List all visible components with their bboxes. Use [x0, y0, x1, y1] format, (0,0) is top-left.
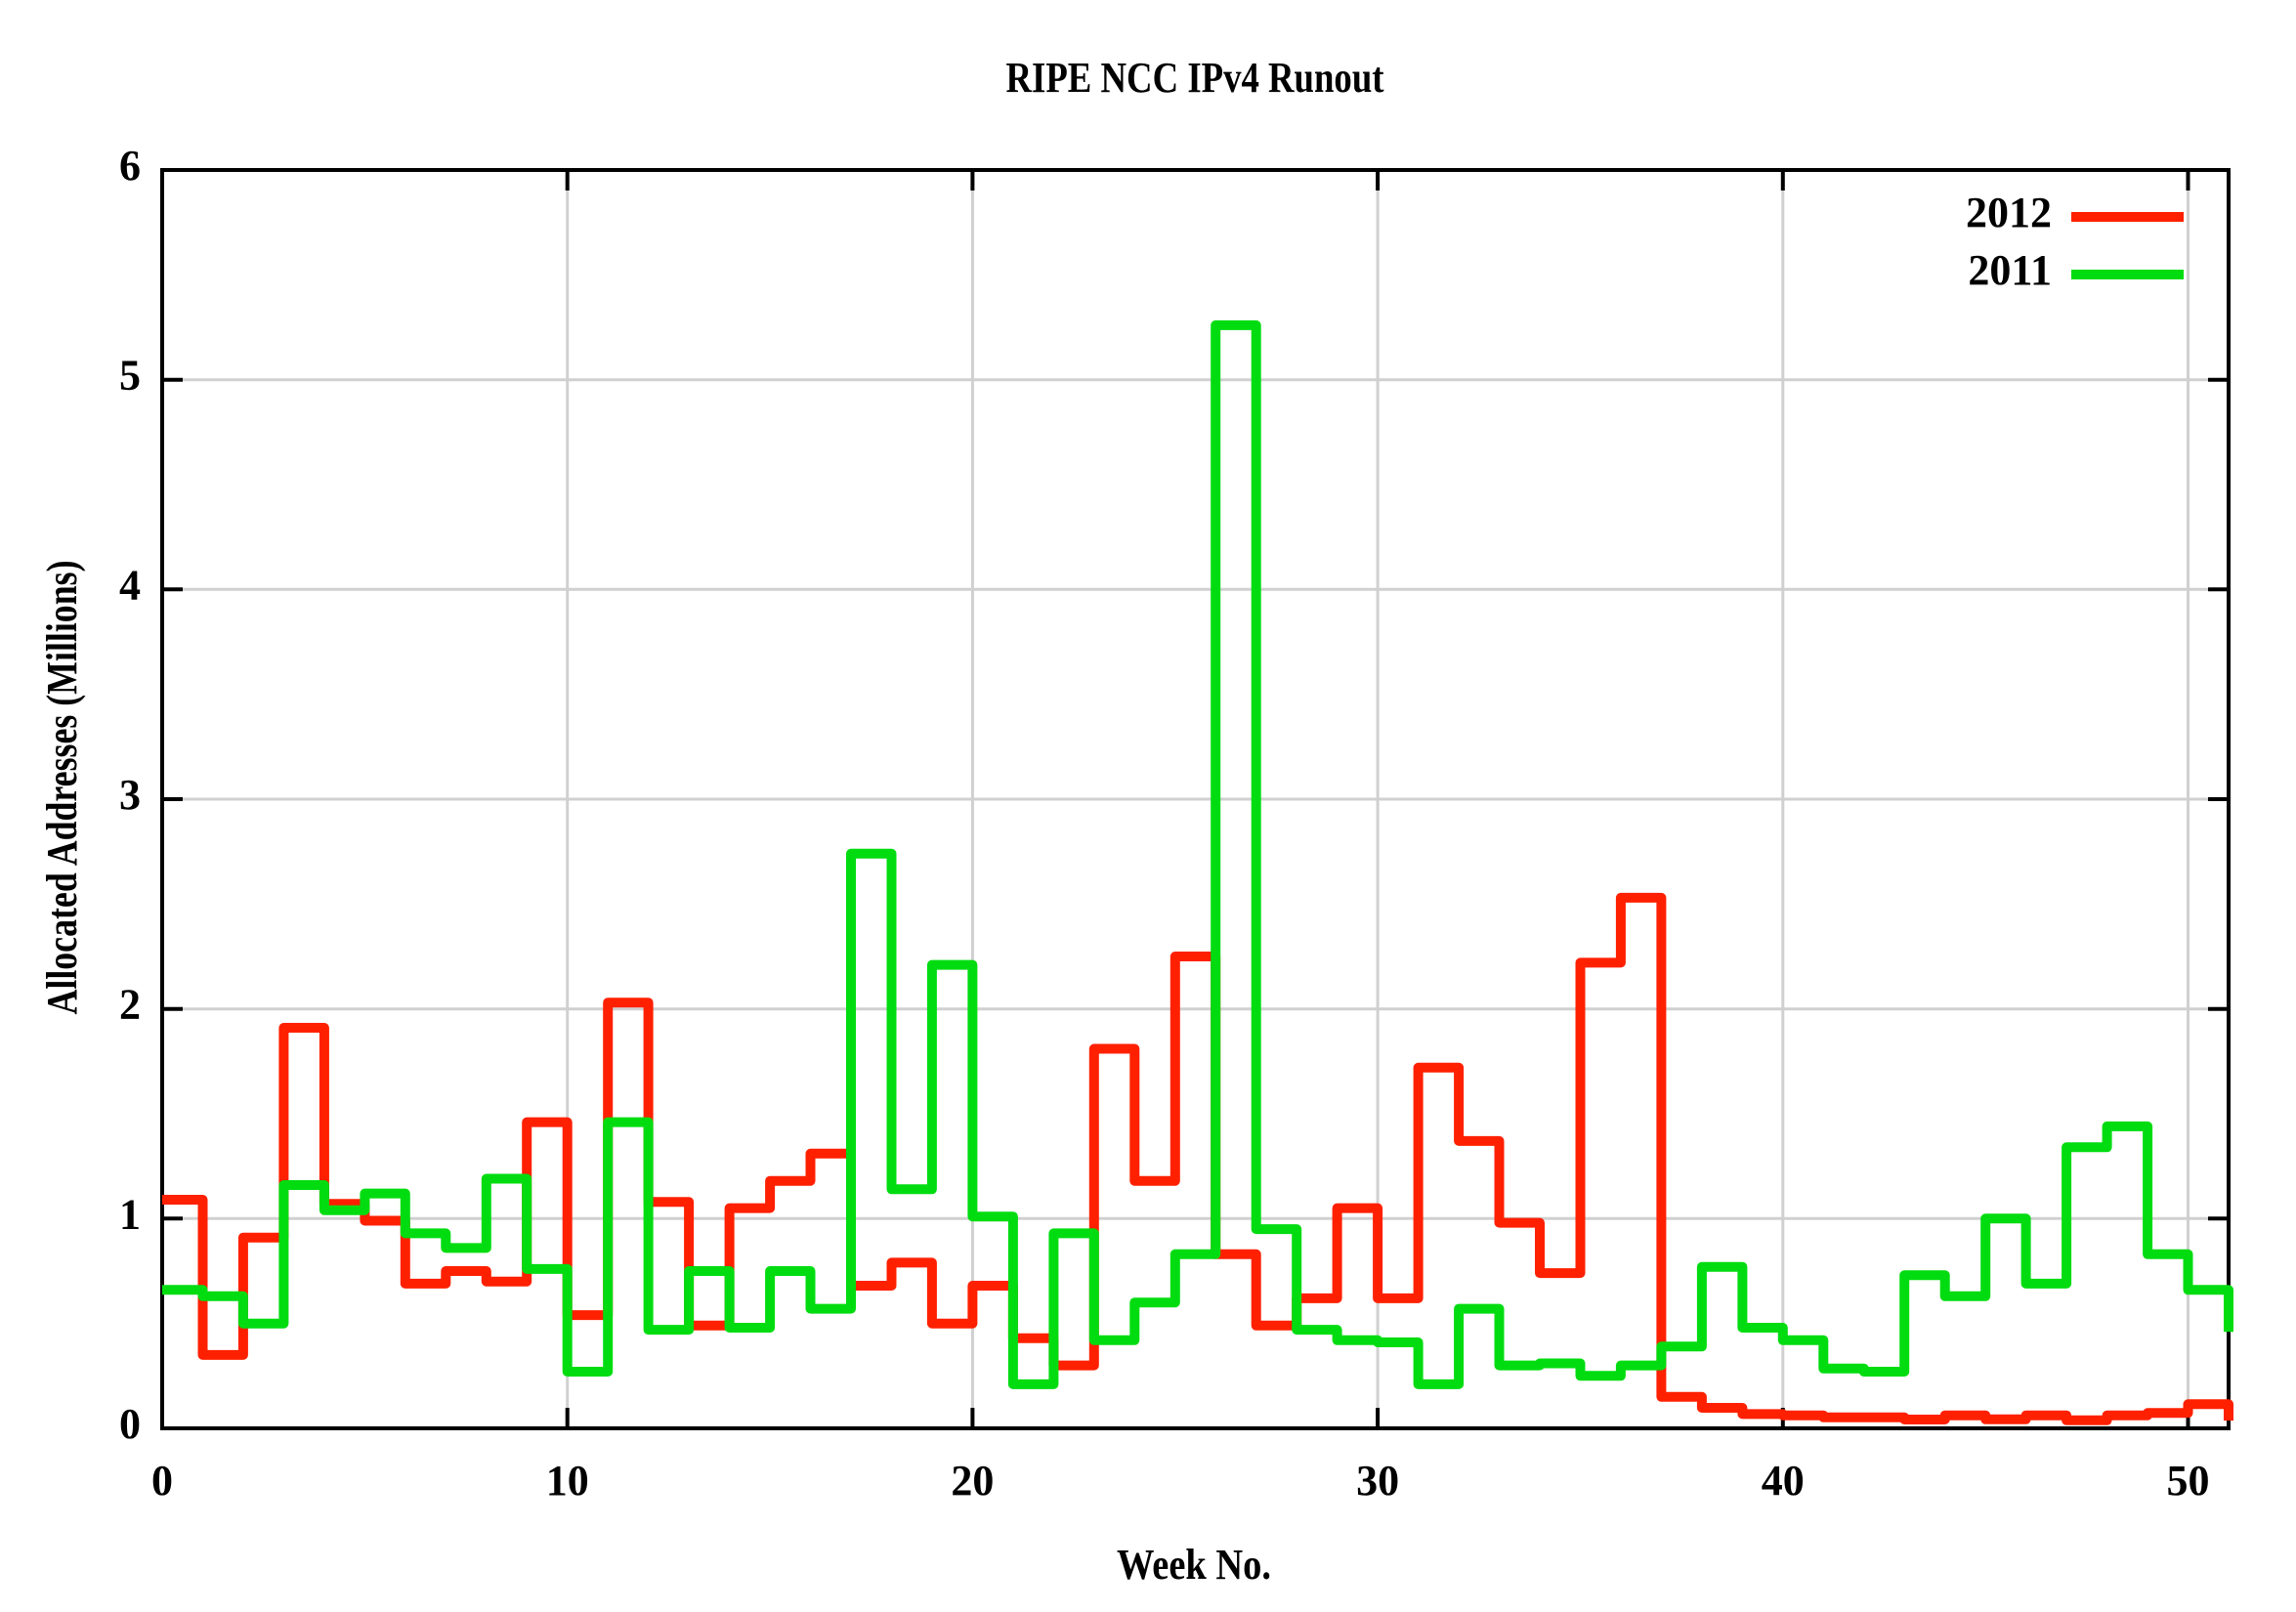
svg-text:0: 0: [119, 1400, 141, 1448]
svg-text:20: 20: [951, 1457, 994, 1505]
svg-text:RIPE NCC IPv4 Runout: RIPE NCC IPv4 Runout: [1006, 54, 1384, 102]
svg-text:6: 6: [119, 142, 141, 190]
svg-text:50: 50: [2167, 1457, 2210, 1505]
svg-text:40: 40: [1762, 1457, 1805, 1505]
svg-text:2012: 2012: [1966, 189, 2052, 236]
svg-text:0: 0: [151, 1457, 173, 1505]
svg-text:2011: 2011: [1968, 246, 2052, 294]
svg-text:30: 30: [1356, 1457, 1399, 1505]
svg-text:1: 1: [119, 1190, 141, 1238]
svg-text:3: 3: [119, 771, 141, 819]
svg-text:5: 5: [119, 352, 141, 400]
svg-text:Week No.: Week No.: [1117, 1541, 1271, 1589]
svg-text:10: 10: [546, 1457, 589, 1505]
svg-text:4: 4: [119, 561, 141, 609]
svg-text:2: 2: [119, 981, 141, 1029]
svg-text:Allocated Addresses (Millions): Allocated Addresses (Millions): [38, 561, 86, 1015]
